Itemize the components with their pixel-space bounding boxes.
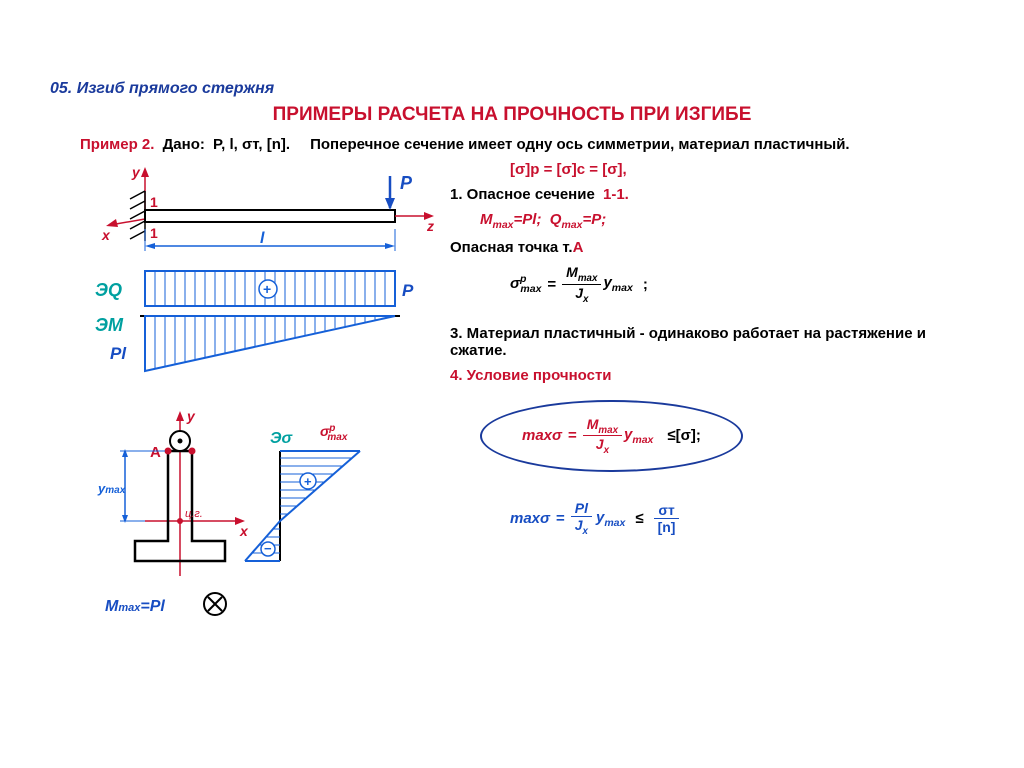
svg-text:ЭМ: ЭМ bbox=[95, 315, 124, 335]
svg-text:x: x bbox=[239, 523, 249, 539]
section-diagram: y x A ц.г. bbox=[50, 401, 450, 631]
svg-text:Pl: Pl bbox=[110, 344, 127, 363]
strength-condition: maxσ = Mmax Jx ymax ≤[σ]; bbox=[480, 400, 743, 473]
svg-text:P: P bbox=[400, 173, 413, 193]
final-formula: maxσ = Pl Jx ymax ≤ σт [n] bbox=[510, 500, 930, 537]
beam-diagram: y x z bbox=[50, 161, 450, 401]
svg-text:σpmax: σpmax bbox=[320, 423, 348, 443]
svg-text:A: A bbox=[150, 444, 161, 461]
svg-text:+: + bbox=[304, 474, 312, 489]
svg-text:z: z bbox=[426, 218, 434, 234]
svg-text:1: 1 bbox=[150, 225, 158, 241]
example-description: Поперечное сечение имеет одну ось симмет… bbox=[310, 136, 850, 153]
svg-text:−: − bbox=[264, 541, 272, 556]
svg-text:l: l bbox=[260, 230, 265, 247]
svg-text:ц.г.: ц.г. bbox=[185, 508, 203, 520]
chapter-heading: 05. Изгиб прямого стержня bbox=[50, 80, 974, 98]
svg-text:Эσ: Эσ bbox=[270, 430, 294, 447]
svg-text:y: y bbox=[186, 408, 196, 424]
sigma-p-formula: σpmax = Mmax Jx ymax ; bbox=[510, 264, 930, 305]
svg-text:ЭQ: ЭQ bbox=[95, 280, 122, 300]
text-column: [σ]p = [σ]c = [σ], 1. Опасное сечение 1-… bbox=[450, 161, 930, 631]
page-title: ПРИМЕРЫ РАСЧЕТА НА ПРОЧНОСТЬ ПРИ ИЗГИБЕ bbox=[50, 104, 974, 126]
svg-text:P: P bbox=[402, 281, 414, 300]
sigma-equality: [σ]p = [σ]c = [σ], bbox=[510, 161, 930, 178]
svg-text:ymax: ymax bbox=[97, 481, 126, 496]
svg-text:Mmax=Pl: Mmax=Pl bbox=[105, 598, 165, 615]
svg-text:y: y bbox=[131, 164, 141, 180]
step4: 4. Условие прочности bbox=[450, 367, 930, 384]
diagram-column: y x z bbox=[50, 161, 450, 631]
svg-text:x: x bbox=[101, 227, 111, 243]
step3: 3. Материал пластичный - одинаково работ… bbox=[450, 325, 930, 359]
svg-text:+: + bbox=[263, 281, 271, 297]
svg-text:1: 1 bbox=[150, 194, 158, 210]
given-label: Пример 2. Дано: P, l, σт, [n]. bbox=[80, 136, 290, 153]
